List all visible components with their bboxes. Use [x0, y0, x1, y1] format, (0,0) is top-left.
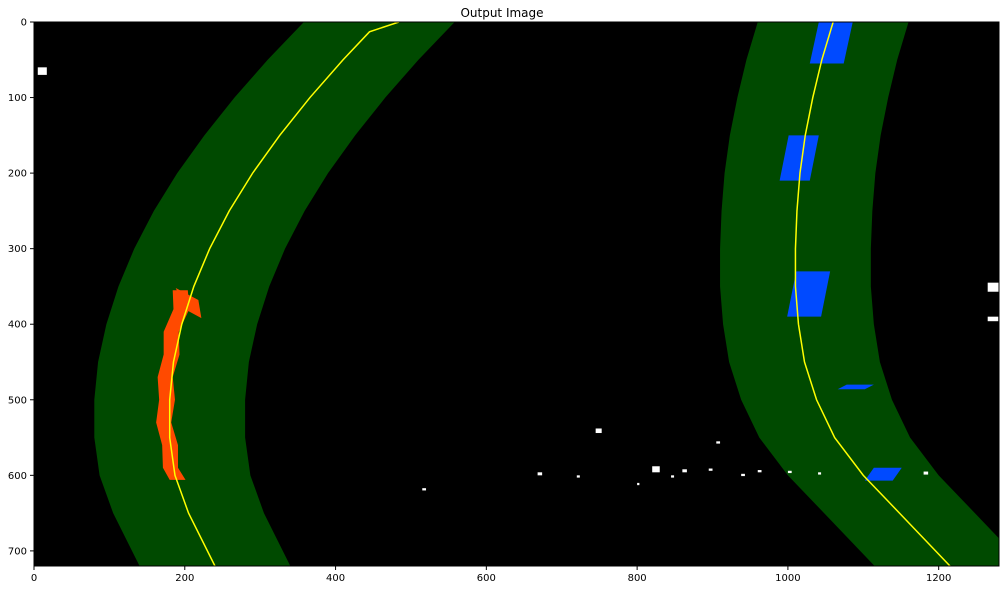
y-tick-label-500: 500: [8, 395, 27, 406]
noise-pixel-4: [537, 472, 543, 476]
right-lane-pixels-2: [787, 271, 831, 317]
x-tick-label-600: 600: [477, 573, 496, 584]
noise-pixel-8: [708, 468, 713, 471]
right-lane-pixels-3: [837, 384, 874, 390]
y-tick-label-100: 100: [8, 93, 27, 104]
y-tick-label-200: 200: [8, 169, 27, 180]
axes-frame: [33, 21, 1000, 567]
noise-pixel-3: [595, 428, 602, 434]
image-area: [34, 22, 999, 566]
right-lane-pixels-4: [864, 467, 902, 481]
x-tick-label-1000: 1000: [775, 573, 800, 584]
noise-pixel-5: [576, 475, 580, 478]
x-tick-label-200: 200: [175, 573, 194, 584]
y-tick-label-0: 0: [21, 18, 27, 29]
y-tick-label-600: 600: [8, 471, 27, 482]
noise-pixel-0: [37, 67, 47, 75]
noise-pixel-15: [637, 482, 640, 486]
axes: 0 200 400 600 800 1000 1200 0 100 200 300 400 500 600…: [8, 18, 1000, 584]
noise-pixel-1: [987, 282, 999, 292]
noise-pixel-12: [818, 472, 822, 475]
x-tick-label-0: 0: [31, 573, 37, 584]
x-tick-label-1200: 1200: [926, 573, 951, 584]
left-lane-band: [94, 22, 455, 566]
y-tick-label-400: 400: [8, 320, 27, 331]
left-lane-pixels: [156, 290, 190, 480]
right-lane-pixels-1: [779, 135, 819, 181]
noise-pixel-6: [652, 466, 660, 473]
right-lane-pixels-0: [809, 22, 853, 64]
noise-pixel-9: [741, 473, 745, 477]
noise-pixel-13: [923, 471, 929, 475]
noise-pixel-7: [682, 469, 687, 473]
chart-title: Output Image: [460, 6, 543, 20]
noise-pixel-10: [757, 470, 762, 473]
noise-pixel-16: [716, 441, 721, 444]
right-fit-line: [794, 22, 951, 566]
left-fit-line: [168, 22, 400, 566]
noise-pixel-14: [422, 488, 427, 491]
noise-pixel-2: [987, 316, 999, 322]
noise-pixel-11: [787, 470, 792, 474]
y-tick-label-300: 300: [8, 244, 27, 255]
x-tick-label-800: 800: [628, 573, 647, 584]
noise-pixel-17: [671, 475, 675, 478]
y-tick-label-700: 700: [8, 546, 27, 557]
x-tick-label-400: 400: [326, 573, 345, 584]
